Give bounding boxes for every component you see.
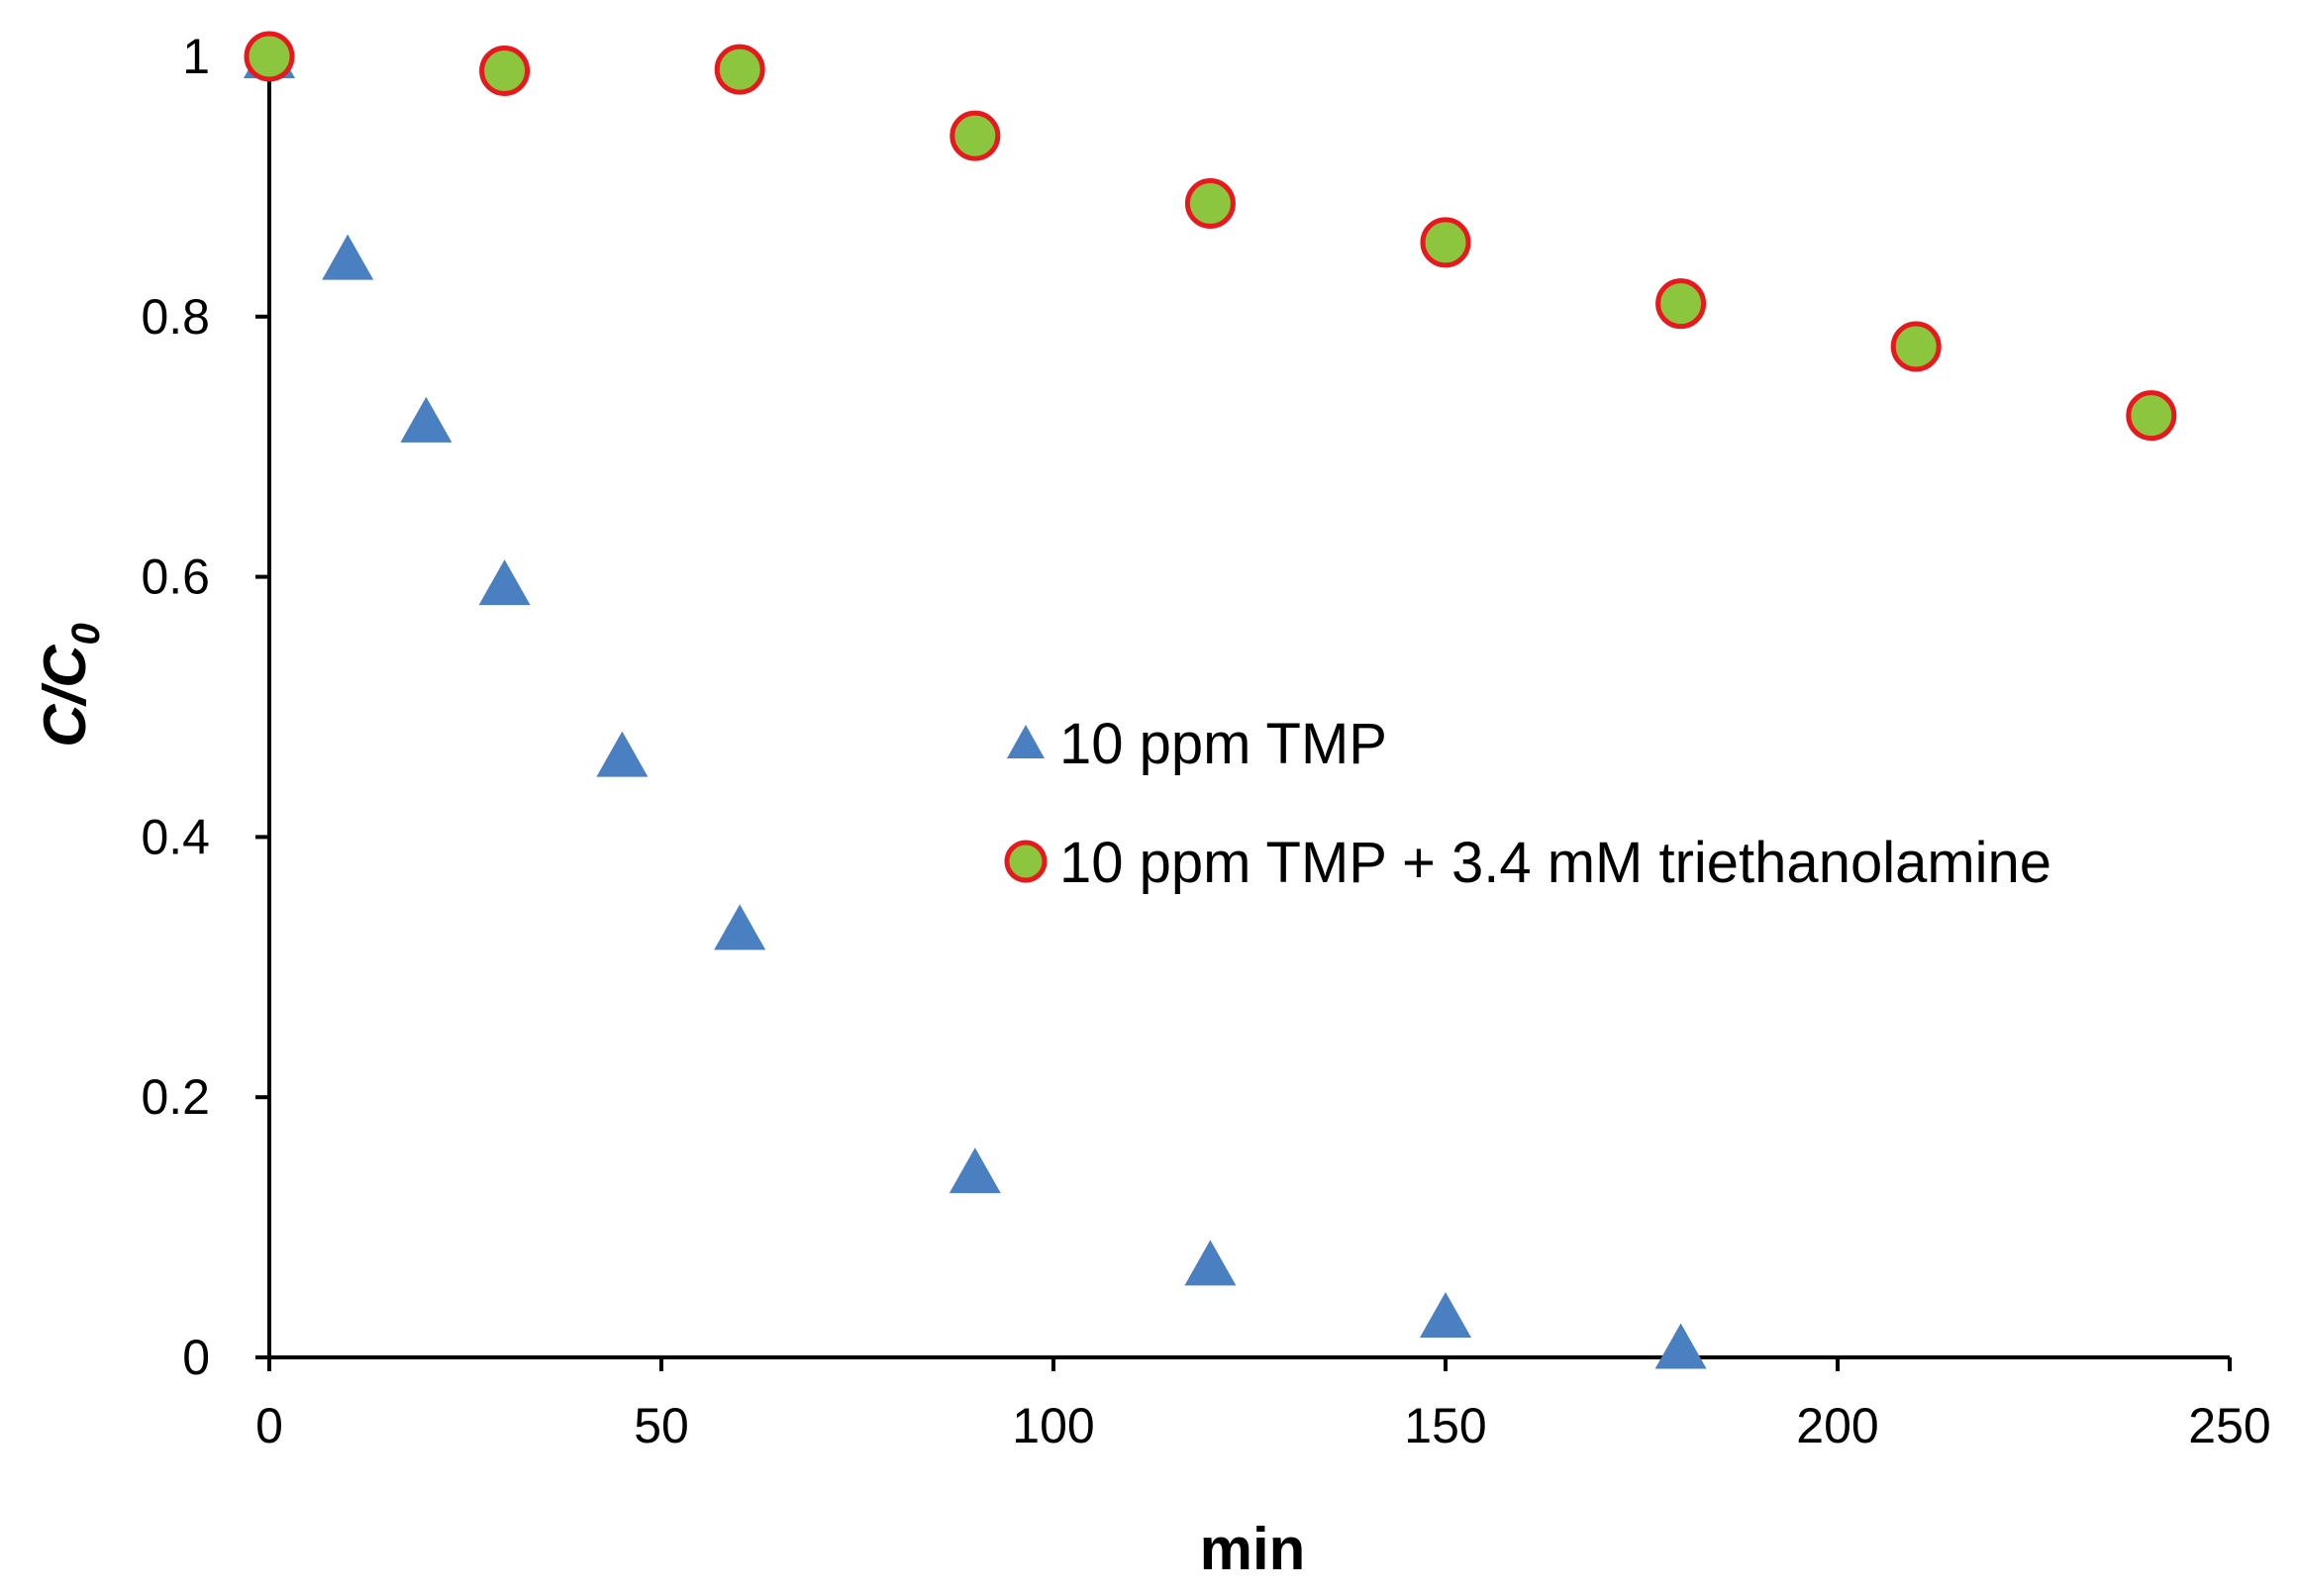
triangle-point-tmp [949,1147,1001,1194]
triangle-point-tmp [714,904,766,950]
legend: 10 ppm TMP 10 ppm TMP + 3.4 mM triethano… [1004,712,2051,895]
x-tick-label: 100 [1012,1398,1094,1453]
y-tick-label: 0 [182,1330,210,1385]
y-tick-label: 0.4 [141,809,210,864]
legend-item-tmp: 10 ppm TMP [1007,712,1387,776]
y-tick-label: 0.8 [141,289,210,345]
x-axis-title: min [1200,1516,1306,1582]
circle-point-tmp-tea [1184,177,1236,229]
triangle-point-tmp [596,731,649,777]
legend-marker-triangle [1007,725,1045,758]
x-tick-label: 150 [1404,1398,1486,1453]
circle-point-tmp-tea [2126,390,2177,442]
y-axis-title: C/C0 [32,623,108,748]
x-tick-label: 200 [1796,1398,1878,1453]
y-tick-label: 1 [182,29,210,84]
triangle-point-tmp [1184,1240,1237,1286]
y-tick-label: 0.6 [141,549,210,605]
legend-marker-circle [1004,840,1048,883]
x-tick-label: 0 [255,1398,283,1453]
circle-point-tmp-tea [479,45,531,96]
y-tick-label: 0.2 [141,1069,210,1125]
data-marks [244,31,2177,1369]
triangle-point-tmp [1654,1323,1707,1369]
circle-point-tmp-tea [244,31,295,82]
circle-point-tmp-tea [1890,321,1942,372]
y-axis-title-subscript: 0 [64,623,108,645]
y-axis-title-main: C/C [32,644,98,748]
triangle-point-tmp [322,234,374,280]
circle-point-tmp-tea [950,110,1001,161]
tick-group: 0 50 100 150 200 250 0 0.2 0.4 0.6 0.8 1 [141,29,2270,1453]
legend-label-tmp: 10 ppm TMP [1059,712,1387,776]
triangle-point-tmp [478,559,531,606]
circle-point-tmp-tea [1420,217,1471,268]
x-tick-label: 50 [634,1398,689,1453]
axes [267,56,2230,1359]
triangle-point-tmp [400,396,452,443]
circle-point-tmp-tea [1655,278,1707,330]
triangle-point-tmp [1420,1291,1471,1338]
x-tick-label: 250 [2188,1398,2270,1453]
circle-point-tmp-tea [714,44,765,95]
legend-label-tmp-tea: 10 ppm TMP + 3.4 mM triethanolamine [1059,831,2051,895]
legend-item-tmp-tea: 10 ppm TMP + 3.4 mM triethanolamine [1004,831,2051,895]
svg-text:C/C0: C/C0 [32,623,108,748]
